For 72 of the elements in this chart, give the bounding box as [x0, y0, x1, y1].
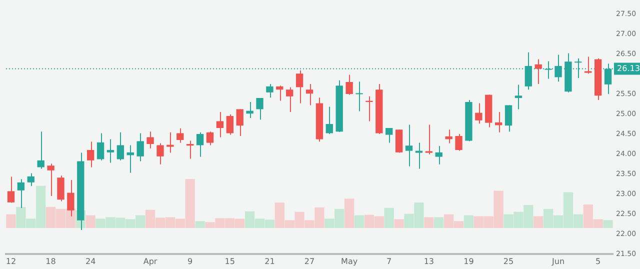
bar [6, 214, 16, 228]
bar [394, 219, 404, 228]
candlestick [514, 84, 522, 110]
candlestick [524, 52, 532, 90]
x-tick-label: 13 [424, 256, 434, 266]
x-tick-label: 9 [188, 256, 193, 266]
candlestick [435, 146, 442, 165]
x-tick-label: 18 [46, 256, 56, 266]
x-tick-label: 19 [464, 256, 474, 266]
bar [354, 215, 364, 228]
candlestick [146, 131, 154, 149]
x-tick-label: 24 [85, 256, 96, 266]
candlestick [216, 112, 224, 138]
candlestick [386, 128, 393, 144]
x-tick-label: 25 [503, 256, 514, 266]
candlestick [87, 141, 94, 168]
bar [603, 220, 613, 228]
x-tick-label: 27 [304, 256, 315, 266]
bar [464, 215, 474, 228]
bar [195, 221, 205, 228]
x-tick-label: May [341, 256, 358, 266]
candlestick [504, 104, 512, 132]
candlestick [455, 134, 462, 152]
candlestick [206, 131, 214, 146]
candlestick [584, 56, 592, 74]
candlestick [286, 86, 294, 112]
x-tick-label: 21 [264, 256, 275, 266]
candlestick [96, 132, 104, 161]
candlestick [226, 114, 234, 136]
candlestick [196, 132, 204, 158]
candlestick [395, 129, 403, 154]
candlestick [356, 81, 363, 112]
candlestick [57, 175, 64, 202]
candlestick [256, 98, 264, 120]
candlestick [7, 176, 15, 204]
bar [424, 217, 434, 228]
x-tick-label: Apr [143, 256, 158, 266]
bar [534, 216, 544, 228]
candlestick [296, 70, 304, 104]
candlestick [47, 163, 54, 196]
candlestick [405, 124, 413, 167]
candlestick [176, 128, 184, 144]
candlestick [306, 84, 314, 106]
candlestick [136, 132, 144, 162]
candlestick [116, 132, 124, 161]
candlestick [346, 74, 353, 96]
bar [434, 217, 444, 228]
bar [86, 215, 96, 228]
candlestick [425, 124, 432, 155]
candlestick [37, 131, 44, 170]
candlestick [156, 142, 164, 165]
x-tick-label: Jun [551, 256, 565, 266]
candlestick [276, 85, 284, 102]
bar [384, 208, 394, 228]
x-tick-label: 7 [386, 256, 392, 266]
candlestick [166, 132, 174, 154]
candlestick [106, 138, 114, 164]
candlestick [326, 106, 333, 134]
x-tick-label: 12 [6, 256, 16, 266]
candlestick [415, 142, 423, 170]
candlestick [534, 58, 542, 84]
bar [344, 198, 354, 228]
candlestick [236, 108, 244, 136]
ref-line-label: 26.13 [617, 64, 640, 73]
x-tick-label: 5 [596, 256, 601, 266]
candlestick [266, 84, 274, 98]
candlestick [445, 129, 452, 144]
candlestick [27, 172, 34, 186]
candlestick [186, 140, 194, 160]
candlestick [475, 102, 482, 124]
candlestick [246, 102, 254, 118]
x-tick-label: 15 [224, 256, 235, 266]
